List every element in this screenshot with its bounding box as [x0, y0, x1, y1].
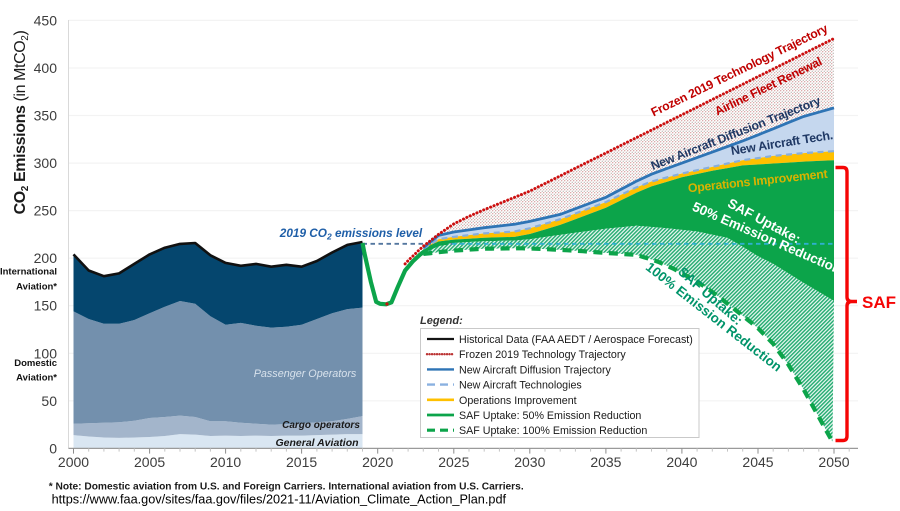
svg-text:CO2 Emissions (in MtCO2): CO2 Emissions (in MtCO2) [12, 31, 31, 215]
svg-text:SAF Uptake: 100% Emission Redu: SAF Uptake: 100% Emission Reduction [459, 425, 647, 437]
svg-text:2005: 2005 [134, 454, 165, 470]
svg-text:Aviation*: Aviation* [16, 373, 57, 384]
svg-text:General Aviation: General Aviation [275, 437, 358, 449]
svg-text:2010: 2010 [210, 454, 241, 470]
svg-text:Frozen 2019 Technology Traject: Frozen 2019 Technology Trajectory [459, 349, 626, 361]
svg-text:Aviation*: Aviation* [16, 282, 57, 293]
svg-text:200: 200 [34, 250, 58, 266]
svg-text:2025: 2025 [438, 454, 469, 470]
svg-text:SAF: SAF [862, 293, 896, 312]
svg-text:2035: 2035 [590, 454, 621, 470]
svg-text:0: 0 [49, 440, 57, 456]
svg-text:2019 CO2 emissions level: 2019 CO2 emissions level [279, 226, 423, 242]
svg-text:Domestic: Domestic [14, 358, 57, 369]
svg-text:300: 300 [34, 155, 58, 171]
svg-text:2030: 2030 [514, 454, 545, 470]
svg-text:100: 100 [34, 345, 58, 361]
svg-text:150: 150 [34, 298, 58, 314]
svg-text:2020: 2020 [362, 454, 393, 470]
svg-text:450: 450 [34, 12, 58, 28]
svg-text:Historical Data (FAA AEDT / Ae: Historical Data (FAA AEDT / Aerospace Fo… [459, 334, 693, 346]
svg-text:Passenger Operators: Passenger Operators [254, 368, 357, 380]
svg-text:New Aircraft Diffusion Traject: New Aircraft Diffusion Trajectory [459, 364, 612, 376]
svg-text:2040: 2040 [666, 454, 697, 470]
svg-text:250: 250 [34, 203, 58, 219]
svg-text:New Aircraft Technologies: New Aircraft Technologies [459, 380, 582, 392]
svg-text:https://www.faa.gov/sites/faa.: https://www.faa.gov/sites/faa.gov/files/… [52, 493, 507, 507]
svg-text:SAF Uptake: 50% Emission Reduc: SAF Uptake: 50% Emission Reduction [459, 410, 641, 422]
svg-text:2050: 2050 [818, 454, 849, 470]
svg-text:350: 350 [34, 108, 58, 124]
svg-text:400: 400 [34, 60, 58, 76]
svg-text:Cargo operators: Cargo operators [282, 420, 360, 431]
svg-text:2045: 2045 [742, 454, 773, 470]
svg-text:2000: 2000 [58, 454, 89, 470]
svg-text:Legend:: Legend: [420, 315, 463, 327]
svg-text:2015: 2015 [286, 454, 317, 470]
svg-text:International: International [0, 267, 57, 278]
svg-text:Operations Improvement: Operations Improvement [459, 395, 577, 407]
svg-text:50: 50 [41, 393, 57, 409]
svg-text:* Note: Domestic aviation from: * Note: Domestic aviation from U.S. and … [49, 482, 524, 493]
